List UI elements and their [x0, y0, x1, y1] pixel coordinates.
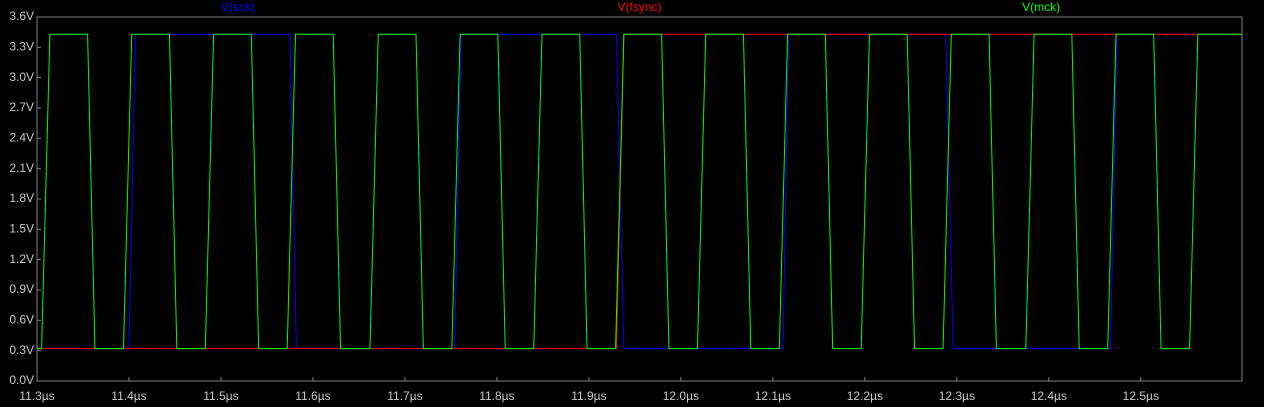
x-tick-label: 11.5µs [203, 389, 238, 403]
y-tick-label: 0.6V [9, 313, 34, 327]
y-tick-label: 1.8V [9, 191, 34, 205]
x-tick-label: 11.3µs [19, 389, 54, 403]
y-tick-label: 0.0V [9, 373, 34, 387]
y-tick-label: 1.2V [9, 252, 34, 266]
y-tick-label: 0.9V [9, 282, 34, 296]
y-tick-label: 1.5V [9, 222, 34, 236]
series-line [37, 33, 1242, 350]
y-tick-label: 3.6V [9, 9, 34, 23]
y-tick-label: 3.3V [9, 40, 34, 54]
series-line [37, 33, 1242, 350]
x-tick-label: 11.4µs [111, 389, 146, 403]
x-tick-label: 12.4µs [1031, 389, 1067, 403]
x-tick-label: 12.2µs [847, 389, 883, 403]
y-tick-label: 0.3V [9, 343, 34, 357]
legend-label: V(sck) [221, 0, 255, 14]
y-tick-label: 2.1V [9, 161, 34, 175]
x-tick-label: 11.6µs [295, 389, 330, 403]
x-tick-label: 12.1µs [755, 389, 791, 403]
x-tick-label: 12.3µs [939, 389, 975, 403]
legend-label: V(mck) [1022, 0, 1060, 14]
x-tick-label: 11.7µs [387, 389, 422, 403]
y-tick-label: 2.7V [9, 100, 34, 114]
series-line [37, 33, 1242, 350]
x-tick-label: 12.5µs [1123, 389, 1159, 403]
x-tick-label: 12.0µs [663, 389, 699, 403]
legend-label: V(fsync) [617, 0, 661, 14]
x-tick-label: 11.9µs [571, 389, 606, 403]
y-tick-label: 3.0V [9, 70, 34, 84]
y-tick-label: 2.4V [9, 131, 34, 145]
plot-frame [36, 16, 1243, 382]
x-tick-label: 11.8µs [479, 389, 514, 403]
